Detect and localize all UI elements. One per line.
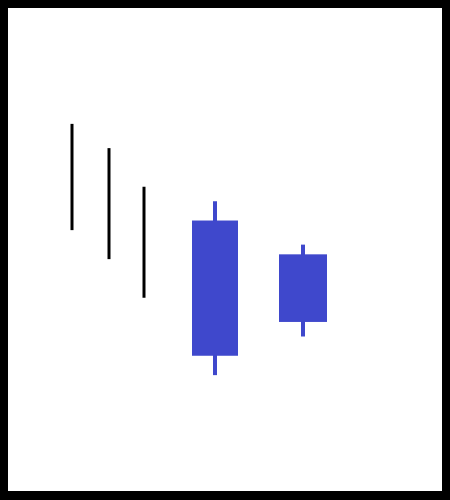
candlestick-chart [8, 8, 442, 491]
candle-body-5 [279, 254, 327, 322]
candle-body-4 [192, 221, 238, 356]
